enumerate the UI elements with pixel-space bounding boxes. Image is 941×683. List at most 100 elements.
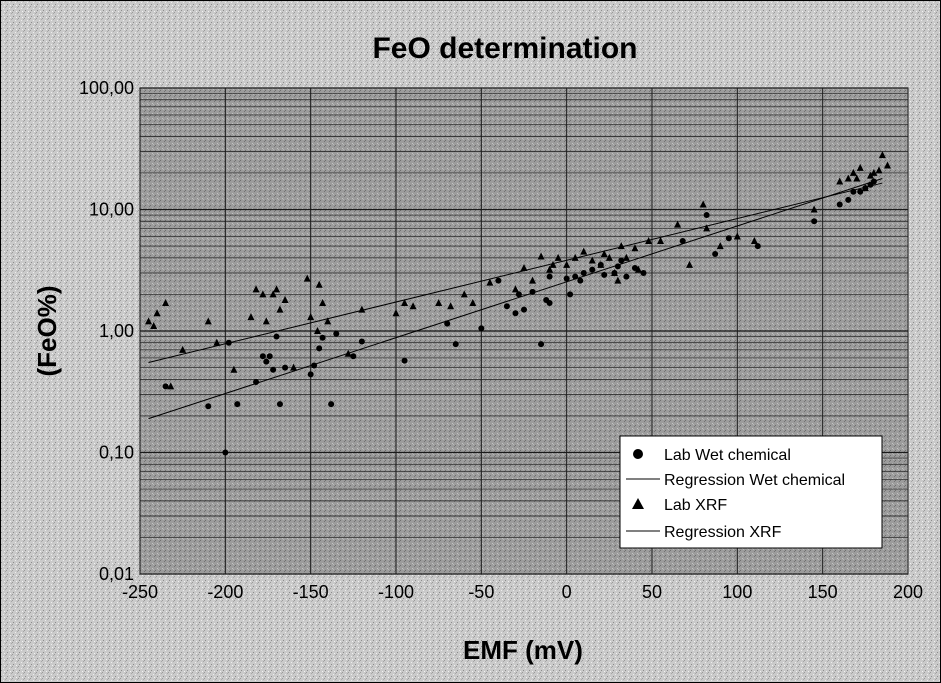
wet-chemical-point [512,310,519,317]
wet-chemical-point [276,401,283,408]
regression-lines [148,178,883,420]
wet-chemical-point [521,306,527,313]
xrf-point [150,321,158,329]
wet-chemical-point [567,291,574,298]
wet-chemical-point [679,238,686,245]
wet-chemical-point [845,196,852,203]
xrf-point [686,260,694,268]
wet-chemical-point [263,358,270,365]
xrf-point [546,265,554,273]
x-tick-label: -250 [122,582,158,602]
wet-chemical-point [266,353,273,360]
xrf-point [324,317,332,325]
x-tick-label: -100 [378,582,414,602]
wet-chemical-point [205,403,212,410]
wet-chemical-point [478,325,485,332]
xrf-point [836,177,844,185]
wet-chemical-point [857,188,864,195]
wet-chemical-point [563,275,570,282]
wet-chemical-point [580,270,587,277]
x-tick-label: -200 [207,582,243,602]
wet-chemical-point [307,371,314,378]
xrf-point [213,338,221,346]
xrf-point [674,220,682,228]
y-tick-label: 10,00 [89,200,134,220]
wet-chemical-point [222,449,229,456]
xrf-point [645,237,653,245]
wet-chemical-point [162,383,169,390]
xrf-point [597,260,605,268]
wet-chemical-point [640,270,647,277]
y-tick-label: 0,10 [99,443,134,463]
y-tick-label: 1,00 [99,321,134,341]
xrf-point [750,237,758,245]
xrf-point [622,253,630,261]
xrf-point [856,163,864,171]
xrf-point [733,232,741,240]
xrf-point [290,363,298,371]
wet-chemical-point [870,178,877,185]
xrf-point [554,253,562,261]
wet-chemical-point [270,366,277,373]
wet-chemical-point [253,379,260,386]
wet-chemical-point [703,212,710,219]
chart-title: FeO determination [372,32,637,65]
xrf-point [162,299,170,307]
xrf-point [273,285,281,293]
x-tick-label: 100 [722,582,752,602]
xrf-point [631,244,639,252]
legend-wet-chemical-marker [633,449,643,459]
wet-chemical-point [546,300,553,307]
xrf-point [580,247,588,255]
xrf-point [617,242,625,250]
xrf-point [447,302,455,310]
wet-chemical-point [577,277,584,284]
xrf-point [281,295,289,303]
xrf-point [460,290,468,298]
wet-chemical-point [311,362,318,369]
legend-xrf-label: Lab XRF [664,497,727,514]
x-tick-label: 50 [642,582,662,602]
xrf-point [344,349,352,357]
x-tick-labels: -250 -200 -150 -100 -50 0 50 100 150 200 [122,582,923,602]
wet-chemical-point [589,266,596,273]
legend-regression-wet-label: Regression Wet chemical [664,472,845,489]
xrf-point [563,260,571,268]
xrf-point [315,280,323,288]
wet-chemical-point [333,330,340,337]
xrf-point [549,260,557,268]
xrf-point [313,327,321,334]
xrf-point [600,250,608,258]
xrf-point [634,265,642,273]
xrf-point [605,253,613,261]
wet-chemical-point [316,345,323,352]
xrf-point [307,313,315,321]
wet-chemical-point [623,273,630,280]
xrf-point [511,285,519,293]
wet-chemical-point [712,251,719,258]
legend-wet-chemical-label: Lab Wet chemical [664,447,791,464]
xrf-point [303,274,311,282]
wet-chemical-point [515,291,522,298]
xrf-point [537,252,545,260]
wet-chemical-point [601,271,608,278]
xrf-point [571,253,579,261]
wet-chemical-point [538,341,545,348]
x-axis-label: EMF (mV) [463,635,583,665]
legend-regression-xrf-label: Regression XRF [664,524,782,541]
xrf-point [870,168,878,176]
wet-chemical-point [614,263,621,270]
xrf-point [844,174,852,182]
x-tick-label: 150 [808,582,838,602]
wet-chemical-point [401,357,408,364]
x-tick-label: 0 [562,582,572,602]
regression-line [148,178,883,420]
wet-chemical-point [444,320,451,327]
xrf-point [861,184,869,192]
wet-chemical-point [546,273,553,280]
xrf-point [657,237,665,245]
wet-chemical-point [225,339,232,346]
xrf-point [588,256,596,264]
xrf-point [276,305,284,313]
